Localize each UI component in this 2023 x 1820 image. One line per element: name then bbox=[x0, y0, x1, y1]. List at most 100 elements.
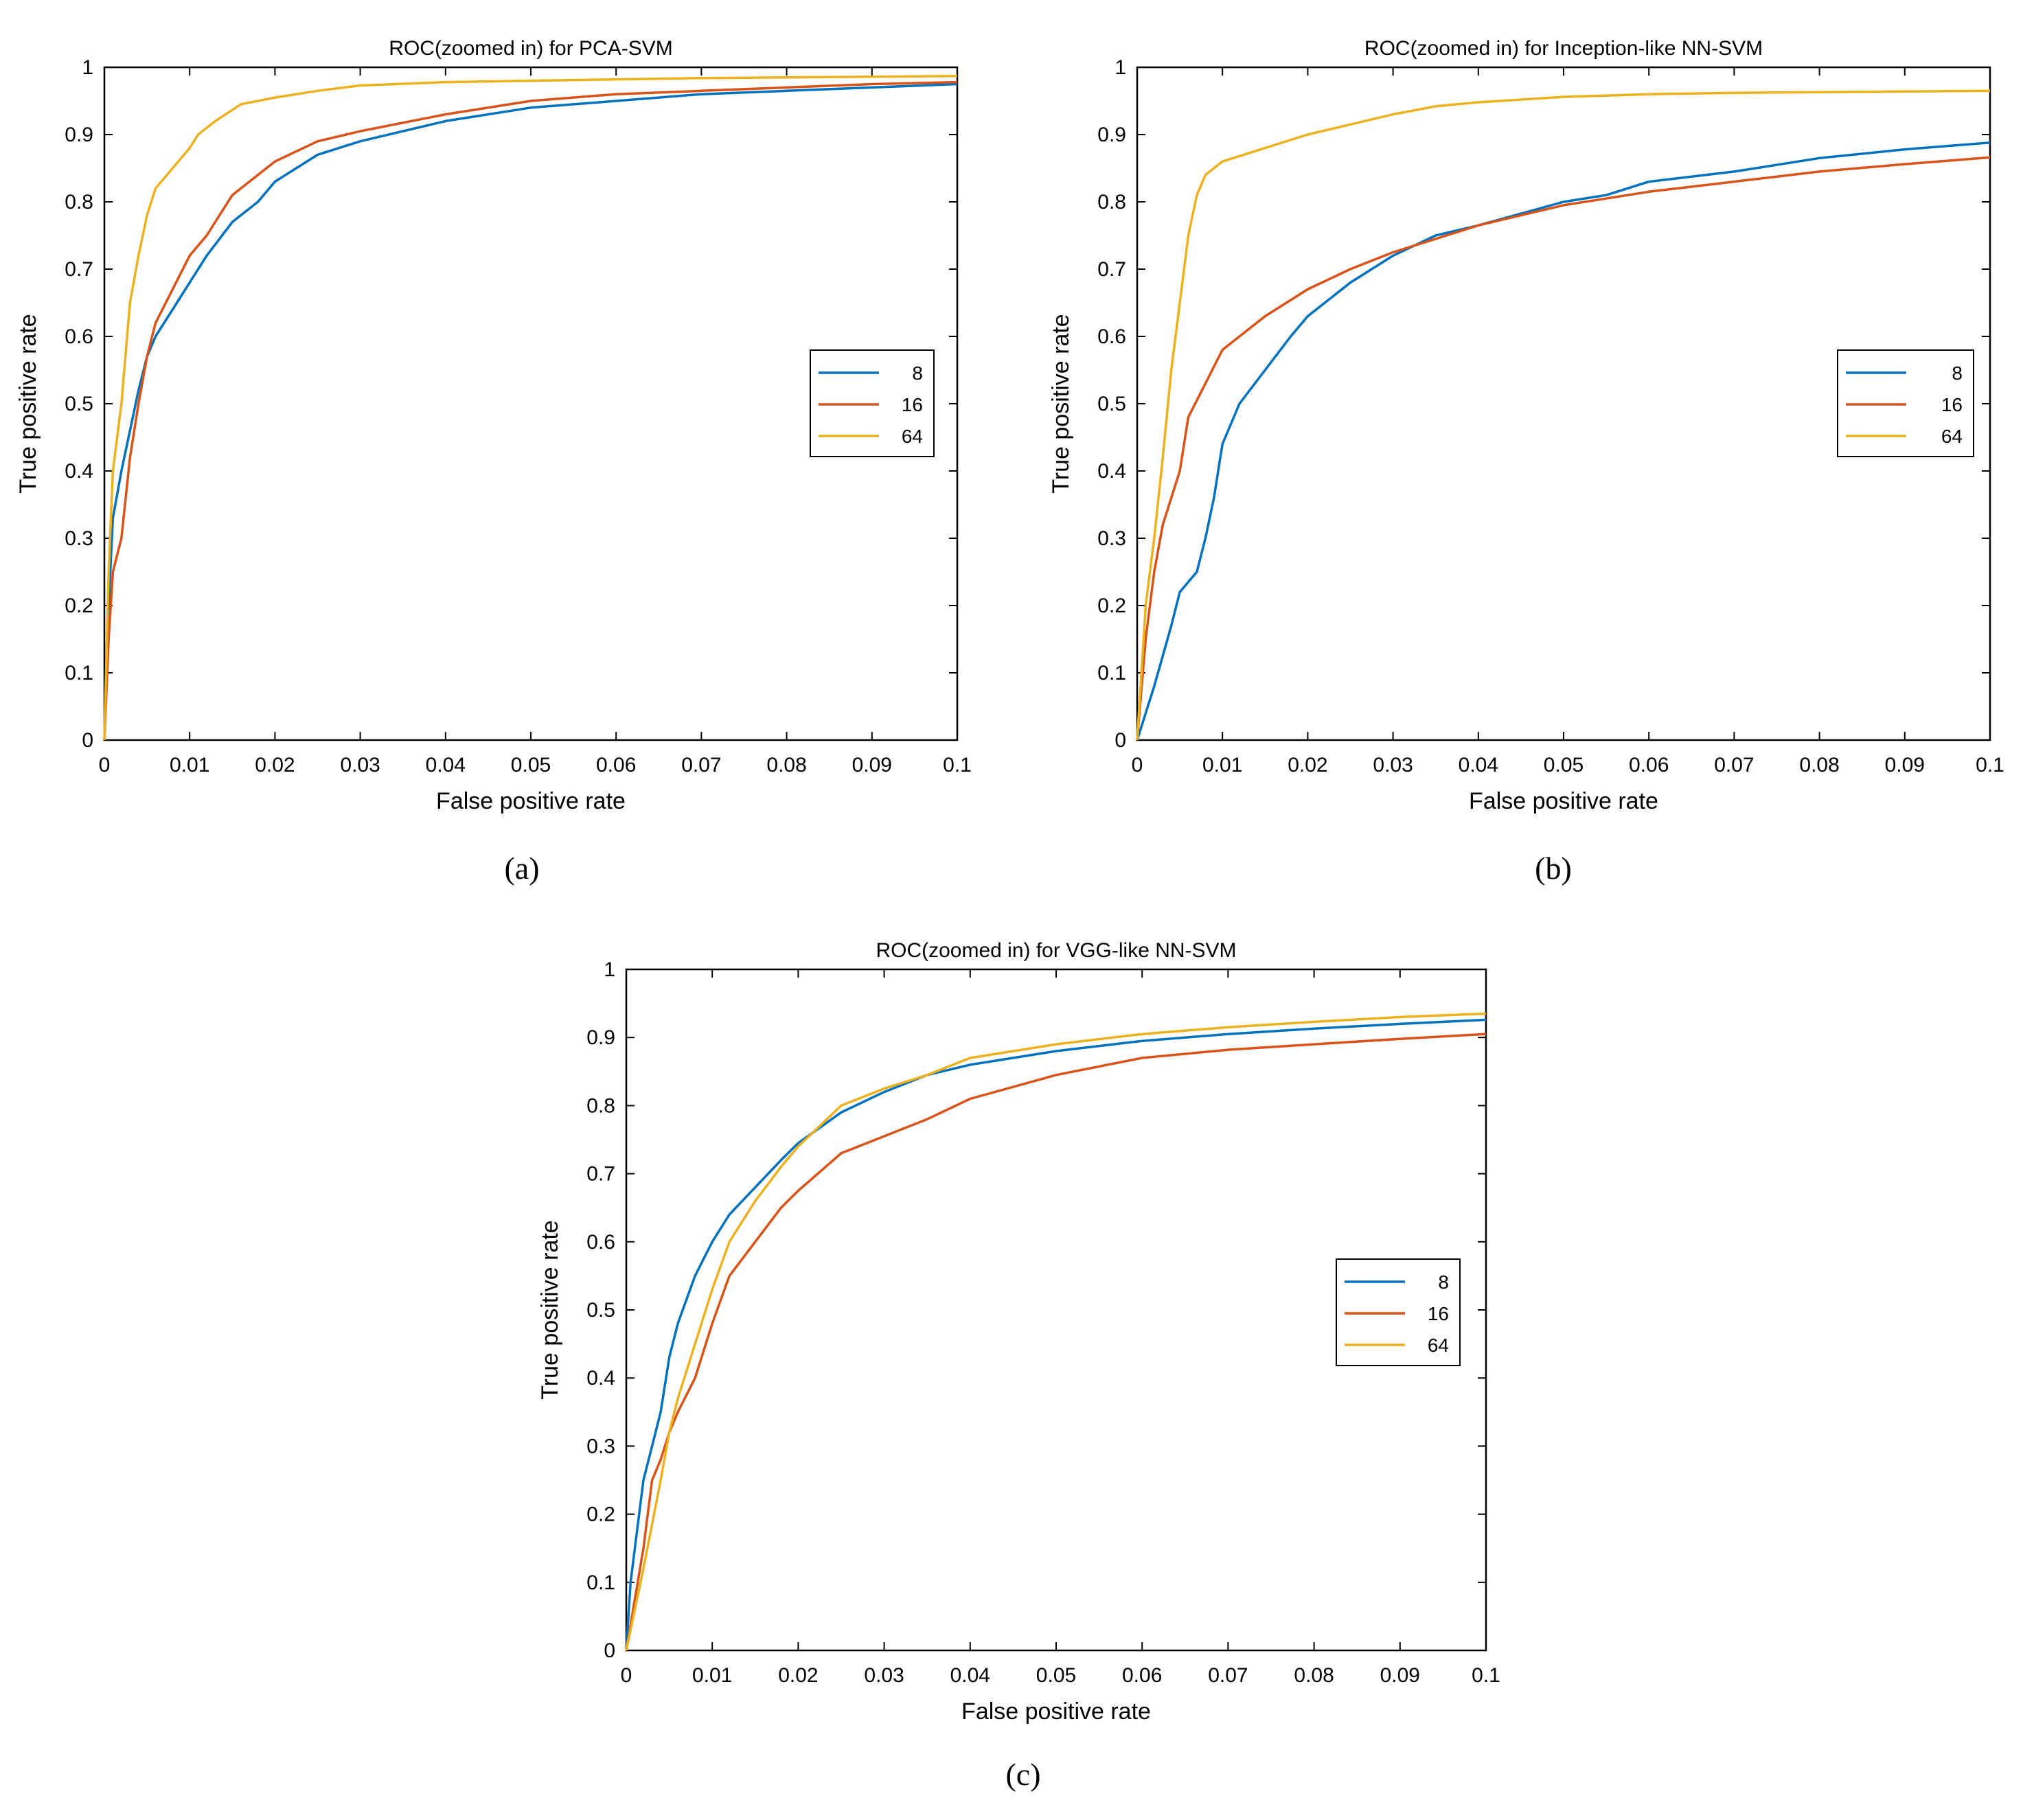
y-tick-label: 0.4 bbox=[65, 460, 93, 483]
series-line-16 bbox=[103, 80, 958, 741]
y-tick-label: 0.4 bbox=[1097, 460, 1126, 483]
y-tick-label: 0 bbox=[82, 729, 93, 752]
series-line-64 bbox=[625, 1012, 1487, 1651]
chart-panel-b: 0 0.01 0.02 0.03 0.04 0.05 0.06 0.07 0.08 0.09 0.1… bbox=[1048, 37, 2004, 886]
x-tick-label: 0.01 bbox=[170, 754, 209, 776]
y-tick-label: 0.5 bbox=[1097, 393, 1126, 415]
x-tick-label: 0 bbox=[621, 1664, 632, 1687]
x-tick-label: 0.06 bbox=[596, 754, 636, 776]
x-tick-label: 0.03 bbox=[1373, 754, 1413, 776]
y-axis-label: True positive rate bbox=[537, 1220, 563, 1399]
x-tick-label: 0.04 bbox=[950, 1664, 990, 1687]
y-tick-label: 0.1 bbox=[1097, 662, 1126, 684]
x-tick-label: 0.02 bbox=[255, 754, 295, 776]
x-tick-label: 0.02 bbox=[1288, 754, 1327, 776]
legend-label: 16 bbox=[902, 394, 923, 415]
panel-caption: (a) bbox=[504, 851, 539, 886]
x-axis-label: False positive rate bbox=[436, 788, 626, 814]
y-tick-label: 0.3 bbox=[1097, 527, 1126, 550]
chart-title: ROC(zoomed in) for Inception-like NN-SVM bbox=[1364, 37, 1763, 60]
x-tick-label: 0.04 bbox=[426, 754, 466, 776]
chart-title: ROC(zoomed in) for PCA-SVM bbox=[389, 37, 672, 60]
y-tick-label: 1 bbox=[1115, 56, 1126, 79]
series-line-8 bbox=[103, 82, 958, 741]
legend-label: 64 bbox=[902, 426, 923, 447]
x-tick-label: 0.04 bbox=[1459, 754, 1498, 776]
legend-label: 8 bbox=[1952, 362, 1963, 384]
x-tick-label: 0.08 bbox=[1294, 1664, 1334, 1687]
x-tick-label: 0 bbox=[99, 754, 111, 776]
y-tick-label: 1 bbox=[82, 56, 93, 79]
x-tick-label: 0.08 bbox=[766, 754, 806, 776]
y-tick-label: 0.5 bbox=[65, 393, 93, 415]
y-tick-label: 0.5 bbox=[586, 1299, 615, 1322]
y-tick-label: 0.4 bbox=[586, 1367, 615, 1390]
x-tick-label: 0.06 bbox=[1629, 754, 1669, 776]
y-axis-label: True positive rate bbox=[1048, 314, 1074, 493]
y-tick-label: 0.9 bbox=[65, 124, 93, 146]
x-tick-label: 0.06 bbox=[1122, 1664, 1162, 1687]
series-line-16 bbox=[1136, 156, 1991, 741]
y-tick-label: 0.2 bbox=[1097, 595, 1126, 617]
y-tick-label: 0.2 bbox=[65, 595, 93, 617]
y-tick-label: 1 bbox=[604, 958, 615, 981]
chart-title: ROC(zoomed in) for VGG-like NN-SVM bbox=[876, 939, 1236, 962]
y-tick-label: 0.7 bbox=[65, 258, 93, 281]
y-tick-label: 0.8 bbox=[1097, 191, 1126, 214]
x-tick-label: 0 bbox=[1132, 754, 1143, 776]
y-tick-label: 0.1 bbox=[65, 662, 93, 684]
y-tick-label: 0.8 bbox=[586, 1094, 615, 1117]
legend-label: 16 bbox=[1941, 394, 1963, 415]
y-tick-label: 0.3 bbox=[65, 527, 93, 550]
x-tick-label: 0.07 bbox=[681, 754, 721, 776]
y-tick-label: 0.6 bbox=[586, 1231, 615, 1254]
y-tick-label: 0.7 bbox=[586, 1163, 615, 1186]
y-tick-label: 0.3 bbox=[586, 1435, 615, 1458]
y-tick-label: 0.9 bbox=[586, 1026, 615, 1049]
x-tick-label: 0.09 bbox=[1380, 1664, 1420, 1687]
chart-panel-a: 0 0.01 0.02 0.03 0.04 0.05 0.06 0.07 0.08 0.09 0.1… bbox=[15, 37, 972, 886]
x-tick-label: 0.03 bbox=[340, 754, 380, 776]
panel-caption: (b) bbox=[1535, 851, 1572, 886]
series-line-16 bbox=[625, 1033, 1487, 1651]
y-tick-label: 0 bbox=[1115, 729, 1126, 752]
series-line-64 bbox=[103, 74, 958, 741]
x-tick-label: 0.08 bbox=[1799, 754, 1839, 776]
legend-label: 16 bbox=[1428, 1303, 1449, 1324]
legend-label: 64 bbox=[1941, 426, 1963, 447]
x-tick-label: 0.05 bbox=[511, 754, 551, 776]
x-tick-label: 0.1 bbox=[1976, 754, 2004, 776]
y-tick-label: 0.6 bbox=[1097, 325, 1126, 348]
legend-label: 8 bbox=[912, 362, 923, 384]
legend-label: 64 bbox=[1428, 1335, 1449, 1356]
x-tick-label: 0.01 bbox=[692, 1664, 732, 1687]
x-axis-label: False positive rate bbox=[1469, 788, 1658, 814]
series-line-8 bbox=[1136, 141, 1991, 741]
x-tick-label: 0.1 bbox=[943, 754, 972, 776]
x-tick-label: 0.07 bbox=[1208, 1664, 1248, 1687]
x-tick-label: 0.1 bbox=[1472, 1664, 1500, 1687]
x-tick-label: 0.09 bbox=[1885, 754, 1925, 776]
y-tick-label: 0.1 bbox=[586, 1571, 615, 1594]
chart-panel-c: 0 0.01 0.02 0.03 0.04 0.05 0.06 0.07 0.08 0.09 0.1… bbox=[537, 939, 1500, 1792]
series-line-64 bbox=[1136, 89, 1991, 741]
x-tick-label: 0.02 bbox=[778, 1664, 818, 1687]
x-tick-label: 0.01 bbox=[1202, 754, 1242, 776]
x-tick-label: 0.09 bbox=[852, 754, 892, 776]
x-tick-label: 0.05 bbox=[1036, 1664, 1076, 1687]
y-tick-label: 0 bbox=[604, 1639, 615, 1662]
x-tick-label: 0.05 bbox=[1544, 754, 1584, 776]
y-tick-label: 0.6 bbox=[65, 325, 93, 348]
y-axis-label: True positive rate bbox=[15, 314, 41, 493]
x-tick-label: 0.03 bbox=[864, 1664, 904, 1687]
legend-label: 8 bbox=[1438, 1271, 1449, 1293]
y-tick-label: 0.7 bbox=[1097, 258, 1126, 281]
y-tick-label: 0.8 bbox=[65, 191, 93, 214]
y-tick-label: 0.2 bbox=[586, 1504, 615, 1526]
y-tick-label: 0.9 bbox=[1097, 124, 1126, 146]
series-line-8 bbox=[625, 1018, 1487, 1651]
x-tick-label: 0.07 bbox=[1714, 754, 1754, 776]
panel-caption: (c) bbox=[1005, 1757, 1040, 1792]
x-axis-label: False positive rate bbox=[961, 1698, 1151, 1725]
